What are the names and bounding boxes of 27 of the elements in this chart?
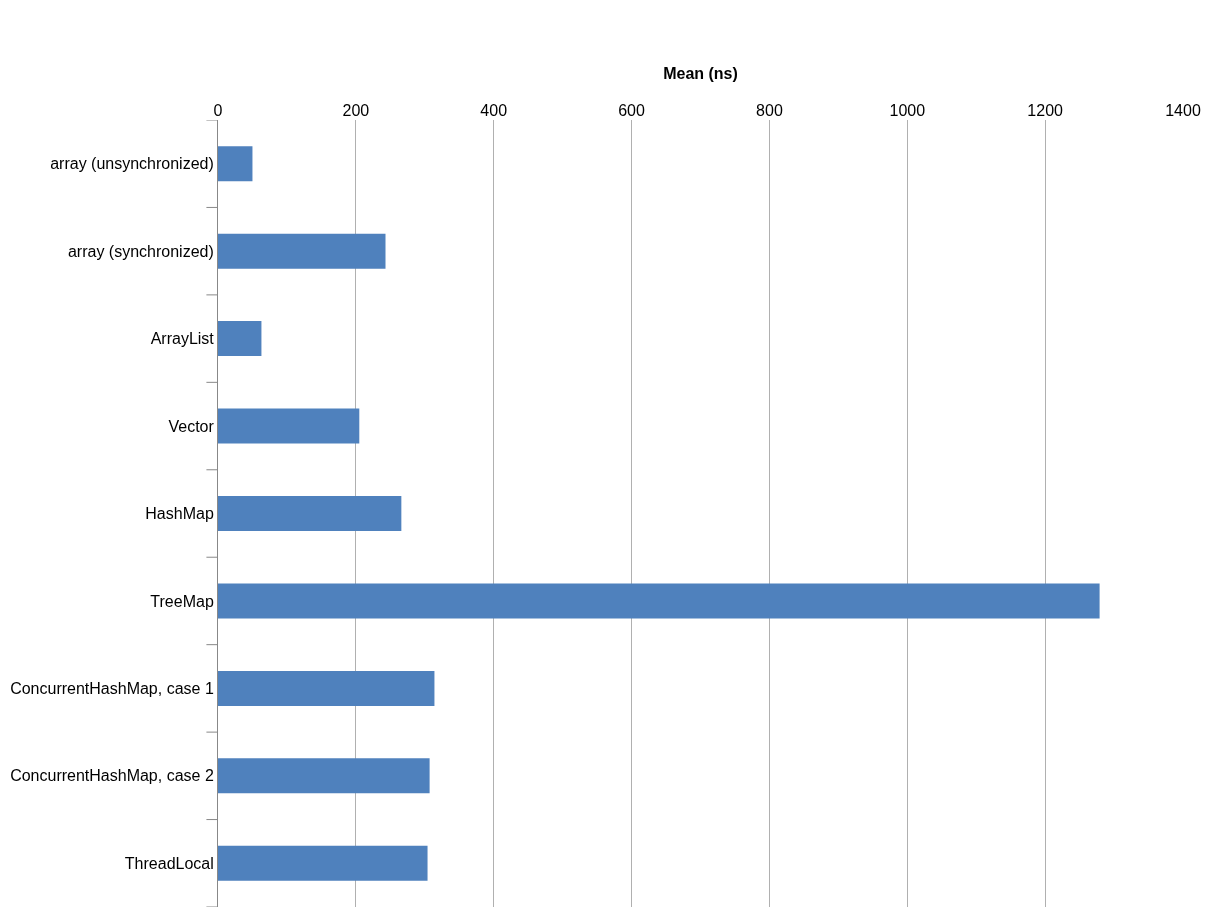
x-tick-label: 800 [756, 101, 783, 119]
x-tick-label: 1400 [1165, 101, 1201, 119]
bar [218, 408, 360, 444]
y-tick-label: array (synchronized) [67, 242, 214, 260]
y-tick-label: ThreadLocal [124, 854, 214, 872]
x-tick-label: 1200 [1027, 101, 1064, 119]
bar [218, 845, 428, 881]
bar [218, 583, 1100, 619]
y-tick-label: ConcurrentHashMap, case 1 [10, 679, 214, 697]
y-tick-label: HashMap [145, 505, 214, 523]
bar [218, 233, 386, 269]
bar [218, 758, 430, 794]
bar [218, 496, 402, 531]
x-tick-label: 200 [342, 101, 370, 119]
y-tick-label: array (unsynchronized) [50, 155, 214, 173]
bar [218, 321, 262, 357]
x-tick-label: 1000 [889, 101, 926, 119]
y-tick-label: ArrayList [150, 330, 215, 348]
bar [218, 670, 435, 706]
x-tick-label: 400 [480, 101, 508, 119]
x-axis-title: Mean (ns) [663, 64, 738, 82]
y-tick-label: ConcurrentHashMap, case 2 [10, 767, 214, 785]
x-tick-label: 0 [213, 101, 223, 119]
y-tick-label: Vector [168, 417, 215, 435]
y-tick-label: TreeMap [150, 592, 214, 610]
x-tick-label: 600 [618, 101, 646, 119]
bar [218, 146, 253, 182]
